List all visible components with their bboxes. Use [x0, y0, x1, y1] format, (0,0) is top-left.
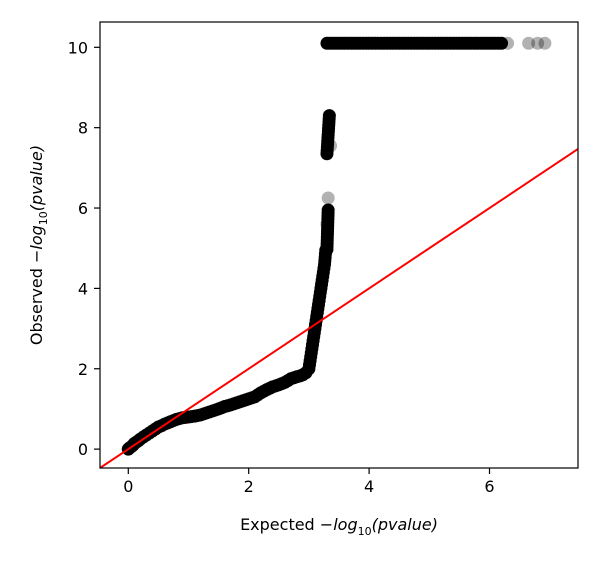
y-axis-label-minus: −: [27, 250, 46, 263]
y-tick-label: 6: [78, 199, 88, 218]
x-axis-label-log: log: [333, 515, 357, 534]
x-axis-label-prefix: Expected: [240, 515, 320, 534]
data-point: [322, 112, 336, 126]
y-tick-label: 10: [68, 38, 88, 57]
points-layer: [100, 36, 578, 468]
data-point: [492, 36, 506, 50]
faded-data-point: [321, 191, 335, 205]
y-axis-label: Observed −log10(pvalue): [27, 145, 50, 345]
x-axis-label-subscript: 10: [358, 525, 372, 538]
ticks-layer: 0 2 4 6 0 2 4 6 8 10: [68, 38, 495, 496]
x-tick-label: 6: [484, 477, 494, 496]
y-axis-label-argument: (pvalue): [27, 145, 46, 211]
y-axis-label-subscript: 10: [37, 211, 50, 225]
faded-data-point: [538, 36, 552, 50]
faded-data-point: [522, 36, 536, 50]
x-axis-label-argument: (pvalue): [372, 515, 438, 534]
y-axis-label-prefix: Observed: [27, 263, 46, 345]
y-axis-label-log: log: [27, 225, 46, 249]
x-axis-label: Expected −log10(pvalue): [240, 515, 438, 538]
x-tick-label: 2: [244, 477, 254, 496]
plot-frame: [99, 21, 579, 469]
y-tick-label: 0: [78, 440, 88, 459]
y-tick-label: 8: [78, 119, 88, 138]
x-tick-label: 0: [123, 477, 133, 496]
x-tick-label: 4: [364, 477, 374, 496]
data-point: [321, 206, 335, 220]
x-axis-label-minus: −: [320, 515, 333, 534]
reference-line: [100, 148, 578, 468]
data-point: [287, 371, 301, 385]
y-tick-label: 4: [78, 279, 88, 298]
y-tick-label: 2: [78, 360, 88, 379]
faded-data-point: [531, 36, 545, 50]
faded-data-point: [501, 36, 515, 50]
